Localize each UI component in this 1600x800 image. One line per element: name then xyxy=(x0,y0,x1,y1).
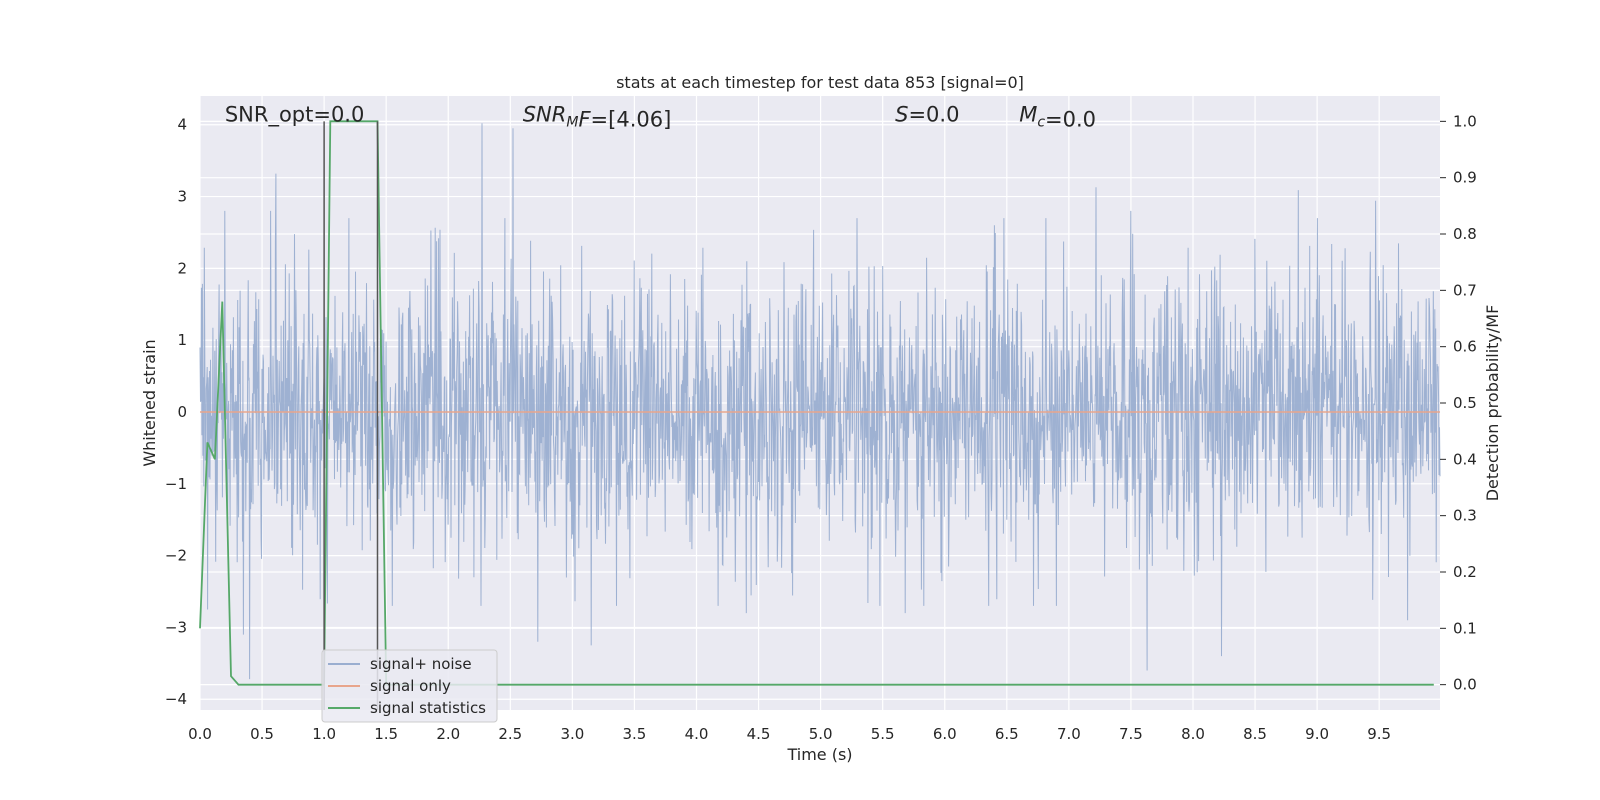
x-tick-label: 4.5 xyxy=(747,725,771,743)
legend-label-signal-only: signal only xyxy=(370,677,451,695)
right-y-axis-label: Detection probability/MF xyxy=(1483,305,1502,502)
x-tick-label: 0.0 xyxy=(188,725,212,743)
x-tick-label: 8.5 xyxy=(1243,725,1267,743)
x-tick-label: 3.0 xyxy=(560,725,584,743)
x-tick-label: 1.0 xyxy=(312,725,336,743)
x-tick-label: 5.5 xyxy=(871,725,895,743)
left-y-tick-label: 1 xyxy=(177,331,187,349)
series-signal-statistics xyxy=(199,120,1434,686)
left-y-tick-label: −4 xyxy=(165,690,187,708)
x-axis-ticks: 0.0 0.5 1.0 1.5 2.0 2.5 3.0 3.5 4.0 4.5 5.0 5.5 6.0 6… xyxy=(188,725,1391,743)
annotation-part: F xyxy=(578,107,591,131)
legend-label-signal-noise: signal+ noise xyxy=(370,655,472,673)
legend-box xyxy=(321,649,498,723)
annotation-text: S=0.0 xyxy=(895,102,959,126)
right-y-tick-label: 0.0 xyxy=(1453,676,1477,694)
right-y-tick-label: 0.2 xyxy=(1453,563,1477,581)
x-tick-label: 8.0 xyxy=(1181,725,1205,743)
annotation-part: SNR_opt=0.0 xyxy=(225,102,365,127)
left-y-tick-label: −1 xyxy=(165,475,187,493)
x-tick-label: 2.0 xyxy=(436,725,460,743)
annotation-text: Mc=0.0 xyxy=(1019,102,1096,131)
left-y-tick-label: −2 xyxy=(165,547,187,565)
annotation-part: =0.0 xyxy=(1045,107,1096,131)
x-tick-label: 9.5 xyxy=(1367,725,1391,743)
annotation-text: SNRMF=[4.06] xyxy=(523,102,672,131)
annotation-part: c xyxy=(1037,114,1045,130)
x-tick-label: 7.0 xyxy=(1057,725,1081,743)
annotation-part: SNR xyxy=(523,102,567,126)
right-y-tick-label: 0.6 xyxy=(1453,338,1477,356)
signal-noise-line xyxy=(199,123,1441,680)
series-signal-noise xyxy=(199,123,1441,680)
x-tick-label: 6.5 xyxy=(995,725,1019,743)
chart-title: stats at each timestep for test data 853… xyxy=(616,73,1024,92)
right-y-tick-label: 0.4 xyxy=(1453,450,1477,468)
annotation-part: =[4.06] xyxy=(591,107,672,131)
right-y-tick-label: 1.0 xyxy=(1453,112,1477,130)
right-y-tick-label: 0.3 xyxy=(1453,507,1477,525)
x-tick-label: 4.0 xyxy=(685,725,709,743)
x-tick-label: 6.0 xyxy=(933,725,957,743)
left-y-tick-label: 4 xyxy=(177,116,187,134)
x-tick-label: 5.0 xyxy=(809,725,833,743)
left-y-tick-label: 2 xyxy=(177,259,187,277)
x-tick-label: 1.5 xyxy=(374,725,398,743)
left-y-tick-label: 3 xyxy=(177,188,187,206)
annotation-part: M xyxy=(1019,102,1037,126)
x-tick-label: 9.0 xyxy=(1305,725,1329,743)
left-y-axis-label: Whitened strain xyxy=(140,339,159,466)
signal-statistics-line xyxy=(199,120,1434,686)
right-y-tick-label: 0.9 xyxy=(1453,169,1477,187)
legend-label-signal-statistics: signal statistics xyxy=(370,699,486,717)
left-y-axis-ticks: −4 −3 −2 −1 0 1 2 3 4 xyxy=(165,116,187,709)
x-tick-label: 3.5 xyxy=(623,725,647,743)
right-y-tick-label: 0.7 xyxy=(1453,281,1477,299)
annotation-part: M xyxy=(566,114,578,130)
right-y-axis-ticks: 0.0 0.1 0.2 0.3 0.4 0.5 0.6 0.7 0.8 0.9 1.0 xyxy=(1440,112,1477,694)
right-y-tick-label: 0.5 xyxy=(1453,394,1477,412)
annotation-part: S xyxy=(895,102,908,126)
right-y-tick-label: 0.8 xyxy=(1453,225,1477,243)
annotations: SNR_opt=0.0 SNRMF=[4.06] S=0.0 Mc=0.0 xyxy=(225,102,1096,131)
x-tick-label: 2.5 xyxy=(498,725,522,743)
x-tick-label: 7.5 xyxy=(1119,725,1143,743)
x-tick-label: 0.5 xyxy=(250,725,274,743)
left-y-tick-label: 0 xyxy=(177,403,187,421)
legend: signal+ noise signal only signal statist… xyxy=(321,649,498,723)
right-y-tick-label: 0.1 xyxy=(1453,619,1477,637)
annotation-text: SNR_opt=0.0 xyxy=(225,102,365,127)
annotation-part: =0.0 xyxy=(908,102,959,126)
marker-lines xyxy=(323,121,379,710)
left-y-tick-label: −3 xyxy=(165,618,187,636)
x-axis-label: Time (s) xyxy=(786,745,852,764)
